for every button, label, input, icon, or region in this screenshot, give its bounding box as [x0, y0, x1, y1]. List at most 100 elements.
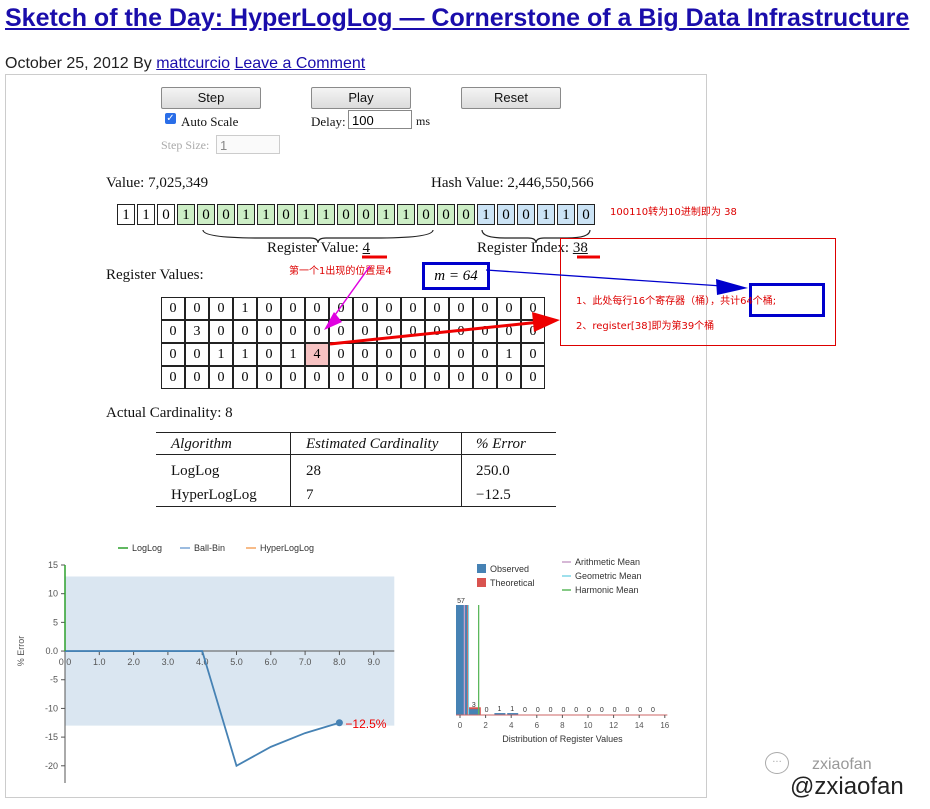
register-cell: 4 [305, 343, 329, 366]
register-cell: 0 [353, 343, 377, 366]
register-cell: 1 [209, 343, 233, 366]
x-tick-label: 0 [458, 721, 463, 730]
hash-bit: 1 [177, 204, 195, 225]
table-header-rule [156, 454, 556, 455]
hash-bit: 1 [297, 204, 315, 225]
register-cell: 0 [353, 297, 377, 320]
register-cell: 0 [425, 343, 449, 366]
hash-bit: 1 [137, 204, 155, 225]
x-tick-label: 6.0 [265, 657, 278, 667]
register-cell: 0 [497, 320, 521, 343]
chat-icon: ··· [765, 752, 789, 774]
x-tick-label: 4.0 [196, 657, 209, 667]
auto-scale-checkbox[interactable]: ✓ [165, 113, 176, 124]
register-cell: 0 [281, 366, 305, 389]
register-value: 4 [362, 240, 371, 256]
register-cell: 0 [473, 297, 497, 320]
register-cell: 0 [425, 297, 449, 320]
register-cell: 0 [257, 343, 281, 366]
hash-bit: 1 [257, 204, 275, 225]
bucket-note-2: 2、register[38]即为第39个桶 [576, 321, 715, 332]
register-cell: 0 [353, 366, 377, 389]
bar-data-label: 1 [497, 706, 501, 713]
bar-data-label: 0 [523, 707, 527, 714]
x-tick-label: 14 [635, 721, 644, 730]
register-cell: 0 [521, 343, 545, 366]
hash-bit: 1 [117, 204, 135, 225]
x-tick-label: 12 [609, 721, 618, 730]
table-cell: 250.0 [476, 463, 510, 479]
hash-bit: 1 [377, 204, 395, 225]
x-tick-label: 10 [584, 721, 593, 730]
x-tick-label: 2.0 [127, 657, 140, 667]
register-index-label: Register Index: [477, 240, 570, 256]
end-label: −12.5% [345, 717, 386, 731]
x-tick-label: 8.0 [333, 657, 346, 667]
register-cell: 1 [233, 343, 257, 366]
y-tick-label: -10 [45, 703, 58, 713]
register-cell: 0 [497, 297, 521, 320]
register-cell: 0 [161, 343, 185, 366]
table-header-error: % Error [476, 436, 526, 452]
series-endpoint [335, 719, 343, 727]
register-cell: 0 [305, 297, 329, 320]
post-title-link[interactable]: Sketch of the Day: HyperLogLog — Corners… [5, 4, 910, 32]
m-arrowhead [716, 279, 748, 295]
hash-bit: 0 [457, 204, 475, 225]
bar-data-label: 0 [625, 707, 629, 714]
distribution-chart: Observed Theoretical Arithmetic Mean Geomet… [456, 557, 670, 744]
register-cell: 0 [401, 366, 425, 389]
register-index: 38 [572, 240, 588, 256]
y-tick-label: -15 [45, 732, 58, 742]
legend-label: Harmonic Mean [575, 585, 639, 595]
reset-button[interactable]: Reset [461, 87, 561, 109]
play-button[interactable]: Play [311, 87, 411, 109]
register-cell: 0 [401, 297, 425, 320]
hash-bit: 0 [517, 204, 535, 225]
table-top-rule [156, 432, 556, 433]
table-cell: 7 [306, 487, 314, 503]
register-cell: 1 [281, 343, 305, 366]
register-cell: 0 [377, 297, 401, 320]
register-cell: 0 [425, 366, 449, 389]
legend-label: LogLog [132, 543, 162, 553]
register-cell: 0 [281, 320, 305, 343]
step-size-input[interactable]: 1 [216, 135, 280, 154]
first-one-note: 第一个1出现的位置是4 [289, 266, 392, 277]
watermark-line2: @zxiaofan [790, 773, 904, 800]
x-tick-label: 6 [535, 721, 540, 730]
value-label: Value: 7,025,349 [106, 175, 209, 191]
annotation-box [560, 238, 836, 346]
demo-frame [5, 74, 707, 798]
hash-bit: 0 [577, 204, 595, 225]
register-cell: 0 [449, 366, 473, 389]
register-cell: 0 [377, 343, 401, 366]
register-cell: 0 [449, 297, 473, 320]
first-one-arrowhead [324, 312, 342, 330]
register-cell: 0 [473, 366, 497, 389]
register-value-text: Register Value: 4 [267, 240, 370, 257]
legend-label: Theoretical [490, 578, 535, 588]
register-cell: 0 [161, 320, 185, 343]
bar-data-label: 0 [587, 707, 591, 714]
author-link[interactable]: mattcurcio [156, 55, 231, 72]
x-tick-label: 2 [483, 721, 488, 730]
register-cell: 0 [377, 366, 401, 389]
legend-label: Geometric Mean [575, 571, 642, 581]
register-cell: 0 [329, 366, 353, 389]
auto-scale-label: Auto Scale [181, 114, 239, 129]
register-cell: 0 [281, 297, 305, 320]
hash-bit: 0 [417, 204, 435, 225]
table-cell: LogLog [171, 463, 220, 479]
table-cell: −12.5 [476, 487, 511, 503]
hash-value-label: Hash Value: 2,446,550,566 [431, 175, 594, 191]
step-button[interactable]: Step [161, 87, 261, 109]
comment-link[interactable]: Leave a Comment [234, 55, 366, 72]
register-cell: 0 [185, 366, 209, 389]
bar-data-label: 0 [549, 707, 553, 714]
register-cell: 0 [305, 366, 329, 389]
x-tick-label: 8 [560, 721, 565, 730]
delay-input[interactable]: 100 [348, 110, 412, 129]
post-meta: October 25, 2012 By mattcurcio Leave a C… [5, 55, 365, 73]
